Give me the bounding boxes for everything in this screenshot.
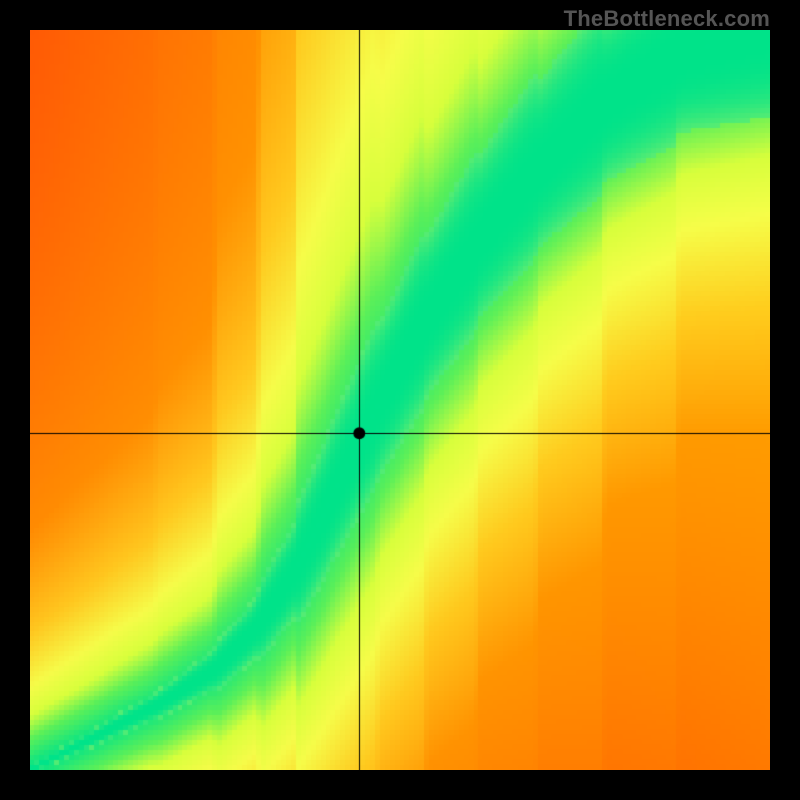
chart-container: { "meta": { "watermark_text": "TheBottle… xyxy=(0,0,800,800)
bottleneck-heatmap xyxy=(30,30,770,770)
watermark-text: TheBottleneck.com xyxy=(564,6,770,32)
